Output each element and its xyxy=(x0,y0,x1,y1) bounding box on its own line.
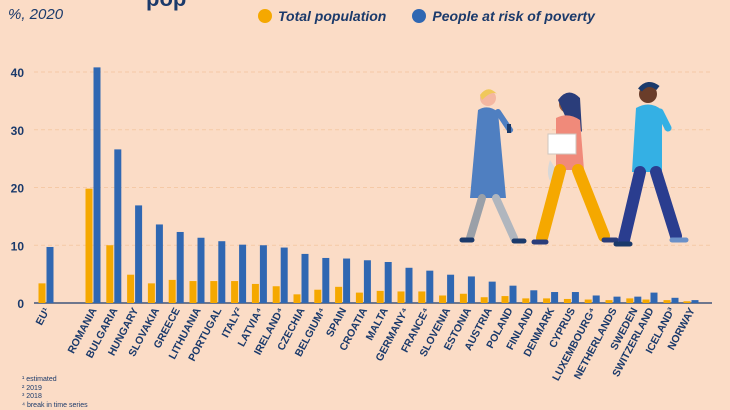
bars xyxy=(38,67,699,303)
bar-risk-of-poverty xyxy=(384,261,392,303)
bar-total-population xyxy=(543,298,551,303)
bar-risk-of-poverty xyxy=(301,253,309,303)
bar-total-population xyxy=(397,291,405,303)
bar-risk-of-poverty xyxy=(363,260,371,303)
bar-total-population xyxy=(38,283,46,303)
footnote: ² 2019 xyxy=(22,384,42,392)
bar-total-population xyxy=(459,293,467,303)
bar-total-population xyxy=(605,300,613,303)
bar-risk-of-poverty xyxy=(176,231,184,303)
bar-total-population xyxy=(168,279,176,303)
legend: Total population People at risk of pover… xyxy=(258,8,595,24)
bar-risk-of-poverty xyxy=(405,267,413,303)
y-tick-label: 10 xyxy=(11,239,25,253)
y-tick-label: 20 xyxy=(11,182,25,196)
bar-risk-of-poverty xyxy=(509,285,517,303)
legend-item-total: Total population xyxy=(258,8,386,24)
bar-risk-of-poverty xyxy=(343,258,351,303)
bar-total-population xyxy=(480,297,488,303)
bar-risk-of-poverty xyxy=(322,257,330,303)
bar-risk-of-poverty xyxy=(93,67,101,303)
bar-total-population xyxy=(626,298,634,303)
bar-total-population xyxy=(663,300,671,303)
y-tick-label: 0 xyxy=(17,297,24,311)
bar-risk-of-poverty xyxy=(467,276,475,303)
bar-total-population xyxy=(584,299,592,303)
bar-risk-of-poverty xyxy=(634,296,642,303)
bar-risk-of-poverty xyxy=(650,292,658,303)
bar-risk-of-poverty xyxy=(155,224,163,303)
people-illustration xyxy=(459,82,689,247)
legend-swatch-poverty xyxy=(412,9,427,23)
bar-total-population xyxy=(189,281,197,303)
bar-total-population xyxy=(106,245,114,303)
bar-risk-of-poverty xyxy=(530,290,538,303)
bar-risk-of-poverty xyxy=(551,292,559,303)
bar-total-population xyxy=(642,299,650,303)
bar-risk-of-poverty xyxy=(135,205,143,303)
y-tick-label: 40 xyxy=(11,66,25,80)
bar-risk-of-poverty xyxy=(592,295,600,303)
bar-total-population xyxy=(355,292,363,303)
bar-total-population xyxy=(127,274,135,303)
legend-label-poverty: People at risk of poverty xyxy=(432,8,595,24)
footnotes: ¹ estimated ² 2019 ³ 2018 ⁴ break in tim… xyxy=(22,376,88,410)
footnote: ⁴ break in time series xyxy=(22,401,88,409)
footnote: ³ 2018 xyxy=(22,393,42,400)
bar-total-population xyxy=(147,283,155,303)
bar-risk-of-poverty xyxy=(426,270,434,303)
bar-total-population xyxy=(335,286,343,303)
bar-risk-of-poverty xyxy=(114,149,122,303)
bar-total-population xyxy=(418,291,426,303)
legend-item-poverty: People at risk of poverty xyxy=(412,8,595,24)
bar-risk-of-poverty xyxy=(197,237,205,303)
bar-risk-of-poverty xyxy=(613,296,621,303)
bar-risk-of-poverty xyxy=(280,247,288,303)
x-tick-label: EU¹ xyxy=(34,305,53,327)
bar-risk-of-poverty xyxy=(488,281,496,303)
bar-risk-of-poverty xyxy=(218,241,226,303)
chart-title-fragment: pop xyxy=(146,0,186,12)
bar-total-population xyxy=(210,281,218,303)
bar-risk-of-poverty xyxy=(46,246,54,303)
bar-risk-of-poverty xyxy=(259,245,267,303)
bar-risk-of-poverty xyxy=(239,244,247,303)
legend-label-total: Total population xyxy=(278,8,387,24)
bar-total-population xyxy=(522,298,530,303)
bar-total-population xyxy=(251,283,259,303)
legend-swatch-total xyxy=(258,9,272,23)
bar-risk-of-poverty xyxy=(691,300,699,303)
bar-total-population xyxy=(231,281,239,303)
bar-risk-of-poverty xyxy=(571,292,579,303)
bar-total-population xyxy=(683,301,691,303)
bar-total-population xyxy=(314,289,322,303)
bar-risk-of-poverty xyxy=(447,274,455,303)
bar-total-population xyxy=(85,188,93,303)
bar-total-population xyxy=(501,296,509,303)
bar-total-population xyxy=(563,298,571,303)
y-tick-label: 30 xyxy=(11,124,25,138)
bar-total-population xyxy=(293,294,301,303)
bar-total-population xyxy=(272,286,280,303)
unit-label: %, 2020 xyxy=(8,6,64,23)
footnote: ¹ estimated xyxy=(22,376,57,383)
bar-total-population xyxy=(439,295,447,303)
bar-risk-of-poverty xyxy=(671,297,679,303)
bar-total-population xyxy=(376,290,384,303)
